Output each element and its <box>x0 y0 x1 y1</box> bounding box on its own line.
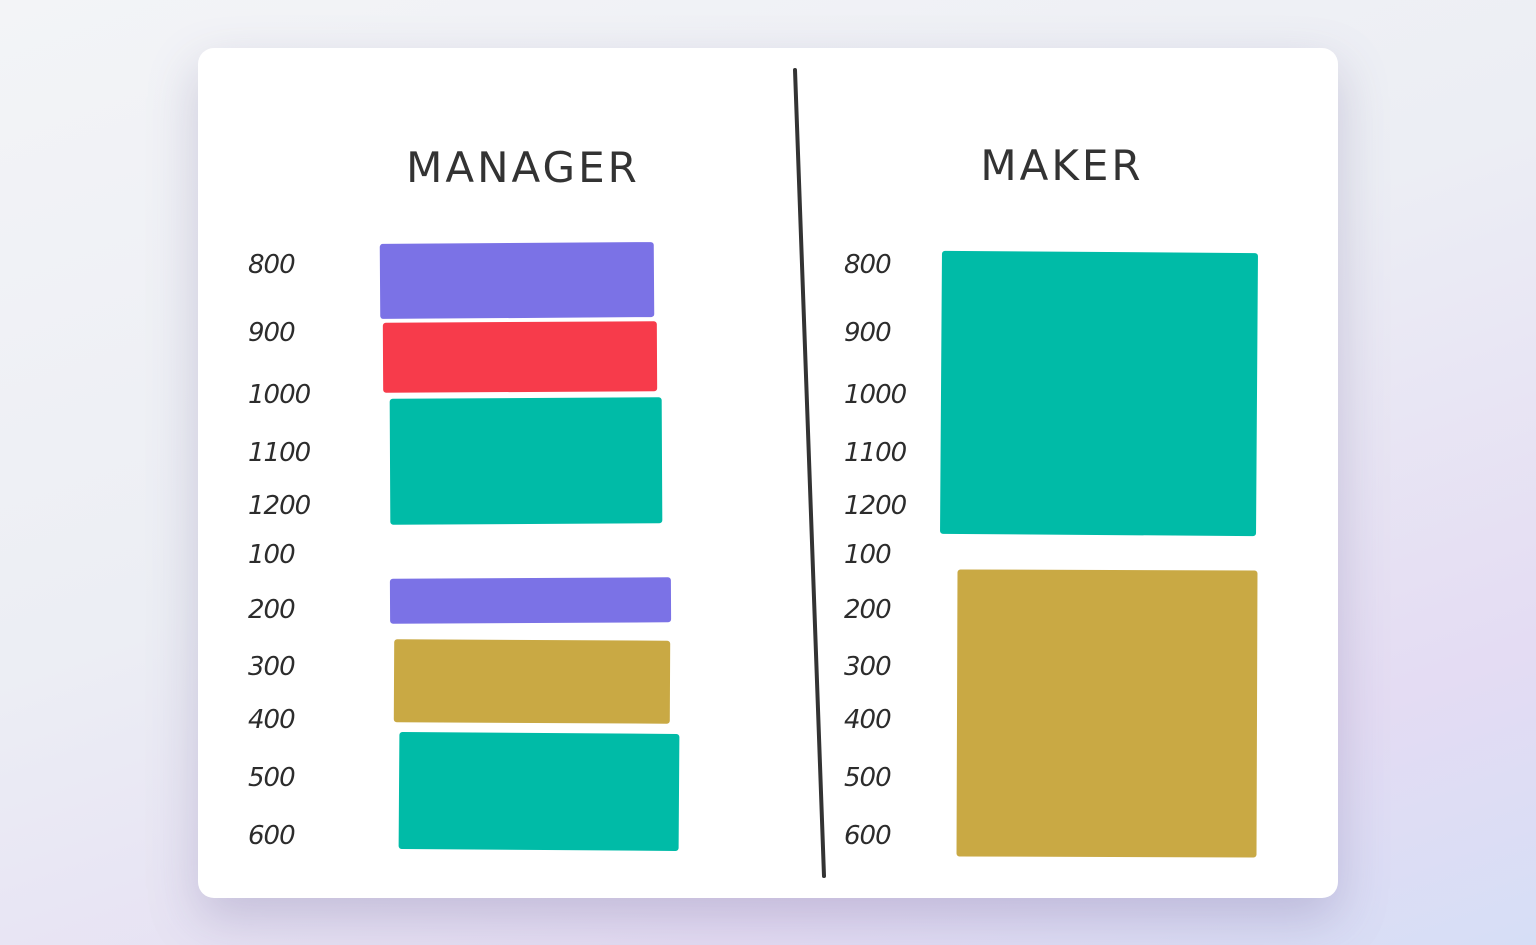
manager-time-label: 1100 <box>248 438 311 468</box>
manager-time-label: 900 <box>248 318 296 348</box>
maker-time-label: 600 <box>844 821 892 851</box>
maker-teal-block <box>940 250 1258 537</box>
manager-time-label: 300 <box>248 652 296 682</box>
manager-time-label: 1000 <box>248 380 311 410</box>
manager-teal-block <box>398 732 680 851</box>
maker-time-label: 100 <box>844 540 892 570</box>
maker-time-label: 200 <box>844 595 892 625</box>
maker-time-label: 1100 <box>844 438 907 468</box>
manager-title: MANAGER <box>406 143 640 192</box>
manager-time-label: 600 <box>248 821 296 851</box>
divider-line <box>793 68 826 878</box>
maker-time-label: 1200 <box>844 491 907 521</box>
diagram-card: MANAGER MAKER 800 900 1000 1100 1200 100 200 30… <box>198 48 1338 898</box>
maker-time-label: 1000 <box>844 380 907 410</box>
manager-red-block <box>382 321 658 393</box>
manager-purple-block <box>389 577 672 624</box>
manager-purple-block <box>379 242 655 319</box>
maker-time-label: 300 <box>844 652 892 682</box>
maker-gold-block <box>956 569 1258 858</box>
maker-time-label: 900 <box>844 318 892 348</box>
manager-teal-block <box>389 397 663 525</box>
manager-time-label: 200 <box>248 595 296 625</box>
manager-time-label: 100 <box>248 540 296 570</box>
maker-time-label: 500 <box>844 763 892 793</box>
manager-time-label: 1200 <box>248 491 311 521</box>
maker-time-label: 800 <box>844 250 892 280</box>
manager-time-label: 400 <box>248 705 296 735</box>
manager-time-label: 500 <box>248 763 296 793</box>
maker-time-label: 400 <box>844 705 892 735</box>
manager-gold-block <box>393 639 671 724</box>
maker-title: MAKER <box>980 141 1144 190</box>
manager-time-label: 800 <box>248 250 296 280</box>
